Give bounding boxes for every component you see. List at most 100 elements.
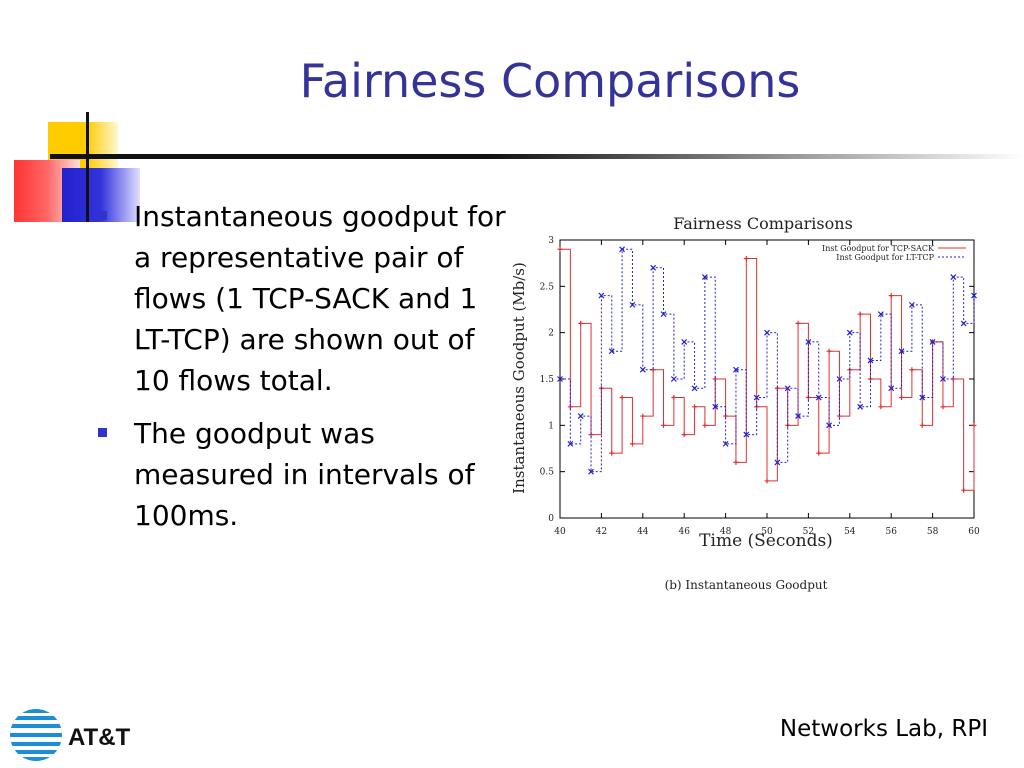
data-point — [588, 468, 594, 475]
data-point — [619, 246, 626, 253]
chart-ylabel: Instantaneous Goodput (Mb/s) — [510, 262, 528, 494]
data-point — [661, 422, 666, 428]
x-tick-label: 60 — [968, 527, 980, 537]
data-point — [784, 385, 791, 392]
x-tick-label: 48 — [720, 527, 732, 537]
chart-xlabel: Time (Seconds) — [699, 531, 833, 551]
data-point — [940, 376, 946, 382]
data-point — [640, 413, 646, 419]
data-point — [701, 274, 708, 280]
x-tick-label: 52 — [803, 527, 814, 537]
plot-area: 40 42 44 46 48 50 52 54 56 58 60 0 0.5 1 1.5 2 2.5 3 Inst … — [540, 236, 980, 537]
data-point — [681, 339, 688, 345]
data-point — [733, 366, 739, 373]
data-point — [702, 422, 708, 428]
legend-label: Inst Goodput for LT-TCP — [836, 253, 934, 262]
data-point — [598, 292, 605, 299]
x-tick-label: 42 — [596, 527, 607, 537]
data-point — [971, 422, 977, 428]
data-point — [619, 395, 625, 401]
data-point — [650, 264, 657, 271]
data-point — [608, 348, 615, 355]
data-point — [950, 274, 957, 280]
bullet-item: Instantaneous goodput for a representati… — [98, 196, 508, 401]
data-point — [908, 301, 915, 308]
y-tick-label: 2.5 — [540, 282, 555, 292]
data-point — [660, 311, 667, 318]
data-point — [774, 459, 781, 466]
x-tick-label: 44 — [637, 527, 649, 537]
data-point — [681, 432, 687, 438]
logo-wordmark: AT&T — [68, 724, 131, 751]
data-point — [795, 320, 801, 326]
bullet-item: The goodput was measured in intervals of… — [98, 413, 508, 536]
data-point — [743, 431, 750, 438]
y-tick-label: 3 — [548, 236, 554, 246]
data-point — [857, 403, 864, 410]
legend-label: Inst Goodput for TCP-SACK — [822, 244, 935, 253]
data-point — [888, 293, 894, 299]
data-point — [826, 422, 833, 429]
bullet-marker — [98, 428, 107, 437]
data-point — [867, 357, 874, 364]
att-logo: AT&T — [10, 709, 131, 761]
y-tick-label: 1.5 — [540, 375, 555, 385]
bullet-list: Instantaneous goodput for a representati… — [98, 196, 508, 548]
title-underline — [50, 154, 1024, 159]
data-point — [836, 376, 843, 382]
data-point — [909, 367, 915, 373]
data-point — [971, 292, 977, 299]
data-point — [961, 487, 967, 493]
data-point — [578, 320, 584, 326]
y-tick-label: 2 — [548, 329, 554, 339]
y-tick-label: 0 — [548, 514, 554, 524]
footer-text: Networks Lab, RPI — [779, 716, 988, 742]
x-tick-label: 40 — [554, 527, 566, 537]
x-tick-label: 58 — [927, 527, 939, 537]
data-point — [888, 385, 895, 392]
deco-vertical-line — [86, 112, 89, 222]
x-tick-label: 46 — [678, 527, 690, 537]
slide-title: Fairness Comparisons — [299, 54, 801, 108]
data-point — [577, 413, 584, 419]
x-tick-label: 50 — [761, 527, 773, 537]
data-point — [878, 404, 884, 410]
data-point — [805, 339, 812, 345]
data-point — [691, 385, 698, 392]
data-point — [733, 459, 739, 465]
bullet-text: The goodput was measured in intervals of… — [134, 417, 475, 532]
data-point — [898, 348, 905, 355]
data-point — [877, 311, 884, 318]
data-point — [753, 394, 760, 401]
bullet-text: Instantaneous goodput for a representati… — [134, 200, 506, 397]
x-tick-label: 56 — [885, 527, 897, 537]
data-point — [919, 422, 925, 428]
y-tick-label: 0.5 — [540, 468, 555, 478]
x-tick-label: 54 — [844, 527, 856, 537]
chart-caption: (b) Instantaneous Goodput — [665, 578, 828, 592]
y-tick-label: 1 — [548, 421, 554, 431]
data-point — [670, 376, 677, 382]
data-point — [743, 256, 749, 262]
data-point — [557, 376, 563, 382]
data-point — [692, 404, 698, 410]
data-point — [722, 440, 729, 447]
data-point — [919, 394, 926, 401]
data-point — [815, 394, 822, 401]
data-point — [960, 320, 967, 327]
data-point — [929, 339, 936, 345]
bullet-marker — [98, 211, 107, 220]
data-point — [671, 395, 677, 401]
data-point — [557, 246, 563, 252]
data-point — [629, 301, 636, 308]
data-point — [712, 403, 719, 410]
data-point — [609, 450, 615, 456]
data-point — [940, 404, 946, 410]
data-point — [846, 329, 853, 336]
data-point — [826, 348, 832, 354]
chart-title: Fairness Comparisons — [673, 214, 853, 233]
data-point — [816, 450, 822, 456]
data-point — [764, 478, 770, 484]
goodput-chart: Fairness Comparisons 40 42 44 46 48 50 52 54 56 5… — [510, 214, 980, 592]
data-point — [629, 441, 635, 447]
